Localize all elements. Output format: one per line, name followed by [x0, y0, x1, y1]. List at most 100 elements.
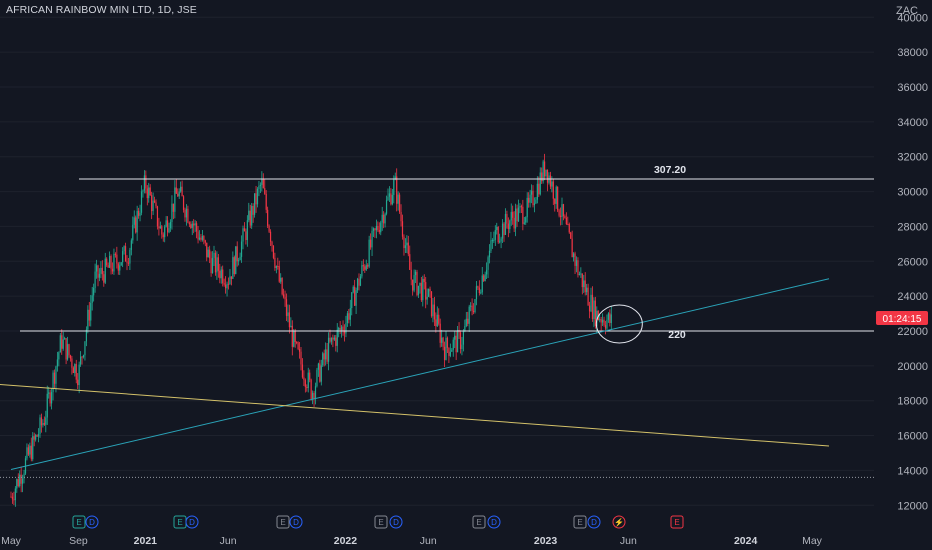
price-axis[interactable]: 12000 14000 16000 18000 20000 22000 24000 26000… — [896, 5, 928, 512]
events-row[interactable]: E D E D E D E D E D E D ⚡ E — [72, 515, 684, 529]
candle-body — [226, 283, 228, 289]
ascending-trendline[interactable] — [10, 278, 830, 471]
candle-body — [561, 204, 563, 217]
candle-body — [56, 359, 58, 367]
candle-body — [428, 288, 430, 297]
candle-body — [454, 335, 456, 340]
descending-trendline[interactable] — [0, 384, 830, 447]
candle-body — [293, 331, 295, 347]
candle-body — [87, 309, 89, 330]
candle-body — [323, 353, 325, 360]
candle-body — [213, 252, 215, 258]
candle-body — [151, 195, 153, 212]
candle-body — [491, 240, 493, 242]
price-tick-label: 24000 — [897, 291, 928, 303]
candle-body — [551, 181, 553, 187]
dividend-event-badge[interactable] — [85, 515, 99, 529]
earnings-event-badge[interactable] — [72, 515, 86, 529]
candle-body — [294, 331, 296, 342]
candle-body — [606, 319, 608, 329]
candle-body — [325, 349, 327, 360]
candle-body — [362, 265, 364, 267]
symbol-title[interactable]: AFRICAN RAINBOW MIN LTD, 1D, JSE — [6, 4, 197, 16]
candle-body — [390, 193, 392, 205]
candle-body — [326, 349, 328, 362]
dividend-event-letter: D — [89, 518, 95, 527]
candle-body — [13, 499, 15, 501]
candle-body — [217, 257, 219, 271]
candle-body — [122, 251, 124, 263]
candle-body — [109, 255, 111, 268]
candle-body — [471, 305, 473, 311]
candle-body — [416, 271, 418, 296]
candle-body — [401, 221, 404, 237]
candle-body — [104, 258, 106, 283]
candle-body — [298, 349, 301, 352]
candle-body — [181, 186, 183, 197]
candle-body — [541, 172, 543, 182]
candle-body — [552, 181, 554, 199]
dividend-event-letter: D — [293, 518, 299, 527]
candle-body — [207, 249, 209, 258]
candle-body — [385, 200, 388, 214]
candle-body — [530, 190, 533, 195]
candle-body — [525, 217, 527, 223]
earnings-event-letter: E — [577, 518, 582, 527]
candle-body — [201, 235, 203, 240]
candle-body — [274, 257, 276, 269]
dividend-event-badge[interactable] — [487, 515, 501, 529]
dividend-event-letter: D — [491, 518, 497, 527]
earnings-event-badge[interactable] — [374, 515, 388, 529]
candle-body — [510, 211, 512, 221]
dividend-event-badge[interactable] — [289, 515, 303, 529]
candle-body — [484, 274, 486, 281]
candle-body — [88, 309, 90, 321]
candle-body — [506, 214, 508, 224]
candle-body — [82, 355, 85, 357]
candle-body — [106, 258, 108, 266]
candle-body — [610, 314, 612, 323]
candle-body — [256, 188, 259, 205]
candle-body — [522, 206, 524, 224]
candle-body — [52, 372, 54, 393]
candle-body — [367, 265, 369, 267]
candle-body — [356, 278, 359, 291]
candle-body — [153, 200, 156, 203]
candle-body — [216, 257, 218, 273]
candle-body — [164, 226, 166, 238]
candle-body — [194, 223, 196, 226]
candle-body — [85, 329, 87, 342]
candle-body — [152, 200, 154, 212]
candle-body — [206, 242, 208, 258]
candle-body — [182, 196, 185, 210]
currency-label: ZAC — [896, 5, 918, 17]
earnings-event-badge[interactable] — [670, 515, 684, 529]
candle-body — [372, 228, 375, 231]
candle-body — [155, 202, 157, 207]
candle-body — [255, 193, 257, 205]
candle-body — [399, 194, 401, 212]
candle-body — [36, 435, 38, 437]
candle-body — [348, 313, 350, 320]
time-axis[interactable]: May Sep 2021 Jun 2022 Jun 2023 Jun 2024 May — [1, 535, 823, 547]
candle-body — [169, 221, 172, 229]
dividend-event-badge[interactable] — [389, 515, 403, 529]
candle-body — [303, 377, 305, 381]
highlight-ellipse[interactable] — [595, 304, 643, 344]
drawings-layer[interactable]: 307.20 220 — [0, 164, 874, 478]
candle-body — [544, 161, 546, 177]
candle-body — [422, 278, 424, 301]
dividend-event-badge[interactable] — [185, 515, 199, 529]
dividend-event-badge[interactable] — [587, 515, 601, 529]
candle-body — [259, 184, 261, 186]
candle-body — [519, 206, 521, 208]
candle-body — [72, 367, 74, 374]
candle-body — [227, 283, 230, 285]
split-event-badge[interactable] — [612, 515, 626, 529]
candle-body — [330, 337, 333, 342]
earnings-event-badge[interactable] — [472, 515, 486, 529]
earnings-event-badge[interactable] — [276, 515, 290, 529]
earnings-event-badge[interactable] — [573, 515, 587, 529]
